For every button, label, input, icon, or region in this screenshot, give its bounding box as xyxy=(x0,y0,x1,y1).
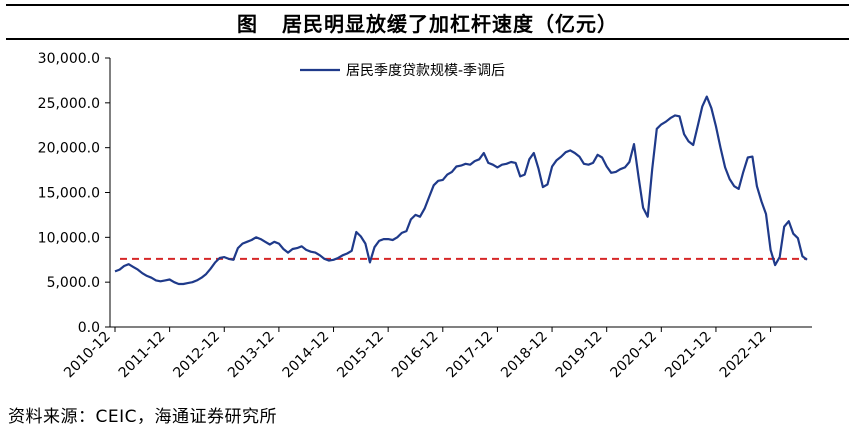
y-tick-label: 5,000.0 xyxy=(47,275,100,291)
figure-label: 图 xyxy=(237,11,258,36)
x-tick-label: 2017-12 xyxy=(444,329,497,382)
source-note: 资料来源：CEIC，海通证券研究所 xyxy=(8,407,277,427)
y-tick-label: 10,000.0 xyxy=(38,230,100,246)
x-tick-label: 2018-12 xyxy=(498,329,551,382)
y-tick-label: 20,000.0 xyxy=(38,141,100,157)
legend-label: 居民季度贷款规模-季调后 xyxy=(346,63,505,79)
chart-title: 居民明显放缓了加杠杆速度（亿元） xyxy=(282,11,618,36)
x-tick-label: 2022-12 xyxy=(717,329,770,382)
y-tick-label: 30,000.0 xyxy=(38,51,100,67)
x-tick-label: 2014-12 xyxy=(280,329,333,382)
x-tick-label: 2015-12 xyxy=(334,329,387,382)
y-tick-label: 25,000.0 xyxy=(38,96,100,112)
x-tick-label: 2012-12 xyxy=(170,329,223,382)
x-tick-label: 2013-12 xyxy=(225,329,278,382)
x-tick-label: 2011-12 xyxy=(116,329,169,382)
y-tick-label: 0.0 xyxy=(78,320,100,336)
y-tick-label: 15,000.0 xyxy=(38,186,100,202)
x-tick-label: 2020-12 xyxy=(607,329,660,382)
x-tick-label: 2016-12 xyxy=(389,329,442,382)
x-tick-label: 2010-12 xyxy=(61,329,114,382)
series-line xyxy=(114,95,808,286)
chart-title-bar: 图 居民明显放缓了加杠杆速度（亿元） xyxy=(6,4,849,40)
x-tick-label: 2019-12 xyxy=(553,329,606,382)
x-tick-label: 2021-12 xyxy=(662,329,715,382)
